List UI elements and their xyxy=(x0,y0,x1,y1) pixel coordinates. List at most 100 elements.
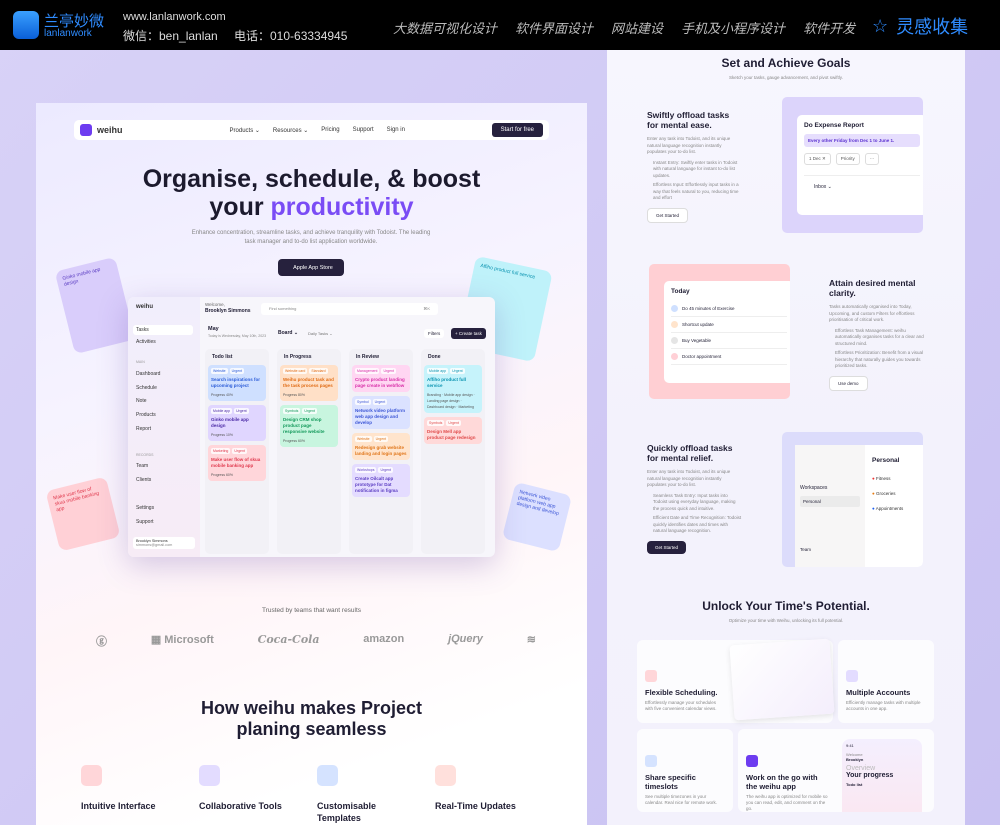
phone-todo: Todo list xyxy=(846,782,863,787)
tile-title: Share specific timeslots xyxy=(645,773,696,791)
task-tag: Website card xyxy=(283,368,308,374)
daily-tasks-select[interactable]: Daily Tasks ⌄ xyxy=(308,331,333,336)
project-item[interactable]: ● Groceries xyxy=(872,491,896,496)
task-card[interactable]: Mobile app Urgent Ginko mobile app design P… xyxy=(208,405,266,441)
today-item[interactable]: Doctor appointment xyxy=(671,349,787,365)
date-chip[interactable]: 1 Dec ✕ xyxy=(804,153,831,165)
section-body: Enter any task into Todoist, and its uni… xyxy=(647,136,731,154)
phone-username: Brooklyn xyxy=(846,757,864,762)
nav-item[interactable]: 软件界面设计 xyxy=(515,22,594,37)
month-label: May xyxy=(208,326,219,332)
task-card[interactable]: Workshops Urgent Create Oilcalt app protot… xyxy=(352,464,410,497)
column-title: In Review xyxy=(356,354,380,360)
task-progress: Progress 40% xyxy=(211,393,233,397)
sidebar-item-activities[interactable]: Activities xyxy=(136,339,156,345)
search-input[interactable]: Find something ⌘K xyxy=(261,303,438,315)
section-title: Attain desired mental clarity. xyxy=(829,278,916,298)
sidebar-item-schedule[interactable]: Schedule xyxy=(136,385,157,391)
task-card[interactable]: Symbols Urgent Design CRM shop product pag… xyxy=(280,405,338,447)
nav-resources[interactable]: Resources ⌄ xyxy=(272,127,309,134)
checkbox-icon[interactable] xyxy=(671,337,678,344)
project-item-label: Fitness xyxy=(875,476,891,481)
floating-card-title: Affiho product full service xyxy=(479,263,536,281)
sidebar-item-dashboard[interactable]: Dashboard xyxy=(136,371,161,377)
nav-item[interactable]: 大数据可视化设计 xyxy=(393,22,498,37)
nav-pricing[interactable]: Pricing xyxy=(321,126,340,133)
project-item[interactable]: ● Appointments xyxy=(872,506,904,511)
floating-card: Network video platform web app design an… xyxy=(501,481,573,553)
sidebar-item-support[interactable]: Support xyxy=(136,519,154,525)
workspace-team[interactable]: Team xyxy=(800,547,812,552)
how-title-line: How weihu makes Project xyxy=(200,698,423,718)
task-card[interactable]: Symbol Urgent Network video platform web a… xyxy=(352,396,410,429)
task-tag: Mobile app xyxy=(427,368,449,374)
sidebar-item-report[interactable]: Report xyxy=(136,426,152,432)
task-card[interactable]: Website Urgent Search inspirations for upc… xyxy=(208,365,266,401)
task-card[interactable]: Management Urgent Crypto product landing p… xyxy=(352,365,410,392)
inspiration-link[interactable]: ☆ 灵感收集 xyxy=(872,13,968,39)
section-title: Swiftly offload tasks for mental ease. xyxy=(647,110,730,130)
board-view-select[interactable]: Board ⌄ xyxy=(278,330,299,336)
coca-cola-logo: Coca-Cola xyxy=(257,633,320,646)
use-demo-button[interactable]: Use demo xyxy=(829,375,868,391)
how-title: How weihu makes Project planing seamless xyxy=(36,698,587,740)
weihu-logo-icon xyxy=(80,124,92,136)
hero-highlight: productivity xyxy=(270,193,414,221)
workspace-panel: Workspaces Personal Team Personal ● Fitn… xyxy=(782,432,923,567)
nav-sign-in[interactable]: Sign in xyxy=(386,126,405,133)
profile-card[interactable]: Brooklyn Simmons simmons@gmail.com xyxy=(133,537,195,549)
app-store-button[interactable]: Apple App Store xyxy=(278,259,344,276)
dashboard-sidebar: weihu Tasks Activities MAIN Dashboard Sc… xyxy=(128,297,200,557)
nav-item[interactable]: 网站建设 xyxy=(611,22,664,37)
sidebar-item-clients[interactable]: Clients xyxy=(136,477,152,483)
today-item[interactable]: Buy Vegetable xyxy=(671,333,787,349)
task-card[interactable]: Mobile app Urgent Affiho product full serv… xyxy=(424,365,482,413)
start-free-button[interactable]: Start for free xyxy=(491,123,543,137)
checkbox-icon[interactable] xyxy=(671,353,678,360)
tile-mobile-app: Work on the go with the weihu app The we… xyxy=(738,729,934,812)
task-card[interactable]: Website card Standard Weihu product task a… xyxy=(280,365,338,401)
sidebar-item-products[interactable]: Products xyxy=(136,412,156,418)
weihu-logo[interactable]: weihu xyxy=(80,124,123,136)
floating-card-title: Network video platform web app design an… xyxy=(515,489,560,518)
task-card[interactable]: Symbols Urgent Design Mell app product pag… xyxy=(424,417,482,444)
today-item[interactable]: Do 45 minutes of Exercise xyxy=(671,301,787,317)
nav-item[interactable]: 软件开发 xyxy=(803,22,856,37)
task-card[interactable]: Website Urgent Redesign grab website landi… xyxy=(352,433,410,460)
project-item[interactable]: ● Fitness xyxy=(872,476,891,481)
task-tag: Management xyxy=(355,368,380,374)
checkbox-icon[interactable] xyxy=(671,305,678,312)
recurrence-text: Every other Friday from Dec 1 to June 1. xyxy=(804,134,920,147)
workspace-personal[interactable]: Personal xyxy=(800,496,860,507)
task-title: Create Oilcalt app prototype for Dat not… xyxy=(355,476,398,493)
more-button[interactable]: ··· xyxy=(864,153,880,165)
get-started-button[interactable]: Get Started xyxy=(647,540,687,554)
accounts-icon xyxy=(846,670,858,682)
task-progress: Progress 80% xyxy=(283,393,305,397)
goals-title: Set and Achieve Goals xyxy=(721,56,851,70)
sidebar-item-note[interactable]: Note xyxy=(136,398,147,404)
tile-title: Work on the go with the weihu app xyxy=(746,773,818,791)
column-title: In Progress xyxy=(284,354,312,360)
site-url[interactable]: www.lanlanwork.com xyxy=(123,11,226,23)
sidebar-item-settings[interactable]: Settings xyxy=(136,505,155,511)
sidebar-item-team[interactable]: Team xyxy=(136,463,149,469)
filters-button[interactable]: Filters xyxy=(424,329,445,338)
today-item[interactable]: Shortcut update xyxy=(671,317,787,333)
task-tag: Urgent xyxy=(372,399,388,405)
nav-products[interactable]: Products ⌄ xyxy=(229,127,260,134)
task-tag: Urgent xyxy=(446,420,461,426)
inbox-select[interactable]: Inbox ⌄ xyxy=(804,175,920,190)
nav-support[interactable]: Support xyxy=(352,126,374,133)
today-title: Today xyxy=(671,288,690,295)
create-task-button[interactable]: + Create task xyxy=(451,328,486,339)
get-started-button[interactable]: Get Started xyxy=(647,207,689,223)
hero-title: Organise, schedule, & boost your product… xyxy=(36,165,587,221)
sidebar-item-tasks[interactable]: Tasks xyxy=(133,325,193,335)
welcome-user: Brooklyn Simmons xyxy=(205,308,251,314)
priority-button[interactable]: Priority xyxy=(835,153,860,165)
checkbox-icon[interactable] xyxy=(671,321,678,328)
nav-item[interactable]: 手机及小程序设计 xyxy=(681,22,786,37)
kanban-column: Done Mobile app Urgent Affiho product full … xyxy=(421,349,485,554)
task-card[interactable]: Marketing Urgent Make user flow of skua mo… xyxy=(208,445,266,481)
